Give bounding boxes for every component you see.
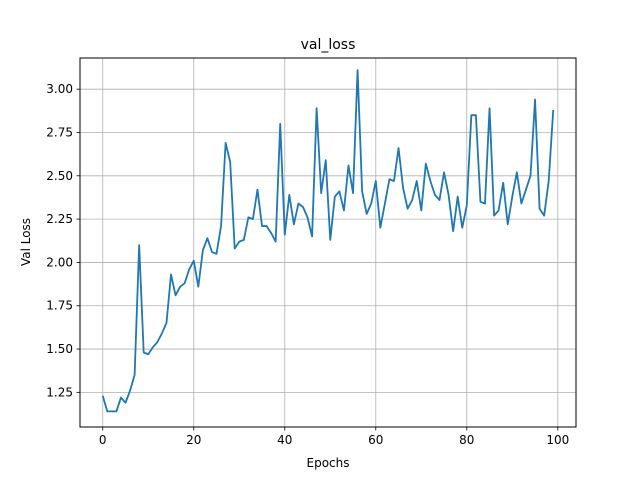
plot-frame bbox=[79, 57, 577, 428]
x-axis-label: Epochs bbox=[307, 456, 350, 470]
y-tick-label: 1.50 bbox=[46, 342, 73, 356]
y-tick-label: 2.50 bbox=[46, 169, 73, 183]
series-line bbox=[101, 69, 555, 413]
x-tick-label: 0 bbox=[99, 433, 107, 447]
x-tick-label: 60 bbox=[368, 433, 383, 447]
y-tick-label: 2.25 bbox=[46, 212, 73, 226]
y-axis-label: Val Loss bbox=[19, 218, 33, 266]
y-tick-label: 2.00 bbox=[46, 255, 73, 269]
x-tick-label: 80 bbox=[459, 433, 474, 447]
x-tick-label: 20 bbox=[186, 433, 201, 447]
grid-lines bbox=[80, 58, 576, 427]
ticks-layer: 0 20 40 60 80 100 1.25 1.50 1.75 2.00 2.25 2.50 2.75… bbox=[46, 82, 569, 447]
y-tick-label: 1.75 bbox=[46, 299, 73, 313]
x-tick-label: 100 bbox=[546, 433, 569, 447]
plot-area bbox=[80, 58, 576, 427]
y-tick-label: 3.00 bbox=[46, 82, 73, 96]
chart-title: val_loss bbox=[301, 37, 356, 53]
x-tick-label: 40 bbox=[277, 433, 292, 447]
y-tick-label: 2.75 bbox=[46, 125, 73, 139]
y-tick-label: 1.25 bbox=[46, 385, 73, 399]
series-layer bbox=[101, 69, 555, 413]
